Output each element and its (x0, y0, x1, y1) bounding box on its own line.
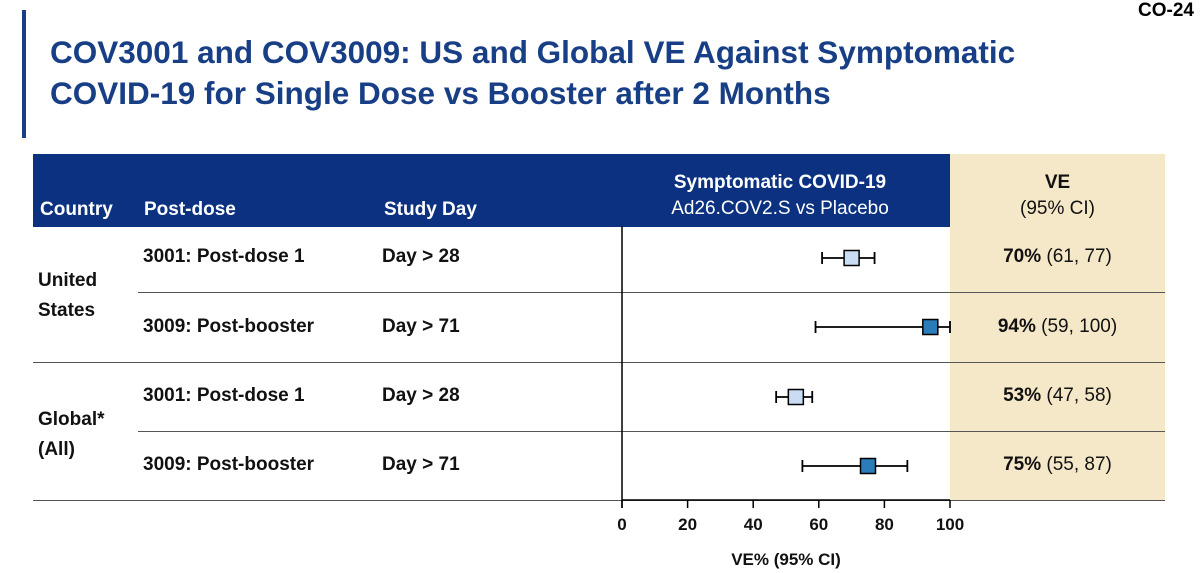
estimate-marker-3 (787, 388, 805, 406)
table-bottom-line (33, 500, 1165, 501)
title-line-1: COV3001 and COV3009: US and Global VE Ag… (50, 34, 1016, 70)
ve-header-title: VE (1044, 172, 1071, 193)
title-accent-bar (22, 10, 26, 138)
row-divider-global (138, 431, 1165, 432)
estimate-marker-4 (859, 457, 877, 475)
row-4-post-dose: 3009: Post-booster (143, 454, 315, 475)
header-study-day: Study Day (384, 199, 477, 220)
x-tick-label-3: 60 (809, 515, 828, 534)
x-axis-label: VE% (95% CI) (731, 550, 841, 569)
row-4-study-day: Day > 71 (382, 454, 460, 475)
estimate-marker-1 (843, 249, 860, 267)
row-4-ve: 75% (55, 87) (1003, 454, 1112, 475)
ve-header-subtitle: (95% CI) (1020, 198, 1095, 219)
table-header-band (33, 154, 950, 226)
chart-title: Symptomatic COVID-19 (673, 172, 887, 193)
row-3-study-day: Day > 28 (382, 385, 460, 406)
slide-title: COV3001 and COV3009: US and Global VE Ag… (50, 32, 1180, 114)
x-tick-label-1: 20 (678, 515, 697, 534)
row-2-post-dose: 3009: Post-booster (143, 316, 315, 337)
x-tick-label-5: 100 (936, 515, 964, 534)
x-tick-label-4: 80 (875, 515, 894, 534)
ve-column-background (950, 154, 1165, 500)
header-country: Country (40, 199, 113, 220)
estimate-marker-2 (922, 318, 939, 336)
group-divider (33, 362, 1165, 363)
chart-subtitle: Ad26.COV2.S vs Placebo (671, 198, 889, 219)
title-line-2: COVID-19 for Single Dose vs Booster afte… (50, 75, 831, 111)
row-1-ve: 70% (61, 77) (1003, 246, 1112, 267)
x-tick-label-2: 40 (744, 515, 763, 534)
row-divider-us (138, 292, 1165, 293)
header-bottom-line (33, 226, 950, 227)
x-tick-label-0: 0 (617, 515, 626, 534)
group-label-global: Global* (All) (38, 409, 105, 460)
row-1-study-day: Day > 28 (382, 246, 460, 267)
row-2-ve: 94% (59, 100) (997, 316, 1118, 337)
header-post-dose: Post-dose (144, 199, 236, 220)
row-3-ve: 53% (47, 58) (1003, 385, 1112, 406)
row-2-study-day: Day > 71 (382, 316, 460, 337)
group-label-us: United States (38, 270, 98, 321)
row-3-post-dose: 3001: Post-dose 1 (143, 385, 305, 406)
row-1-post-dose: 3001: Post-dose 1 (143, 246, 305, 267)
slide-number: CO-24 (1138, 0, 1194, 21)
